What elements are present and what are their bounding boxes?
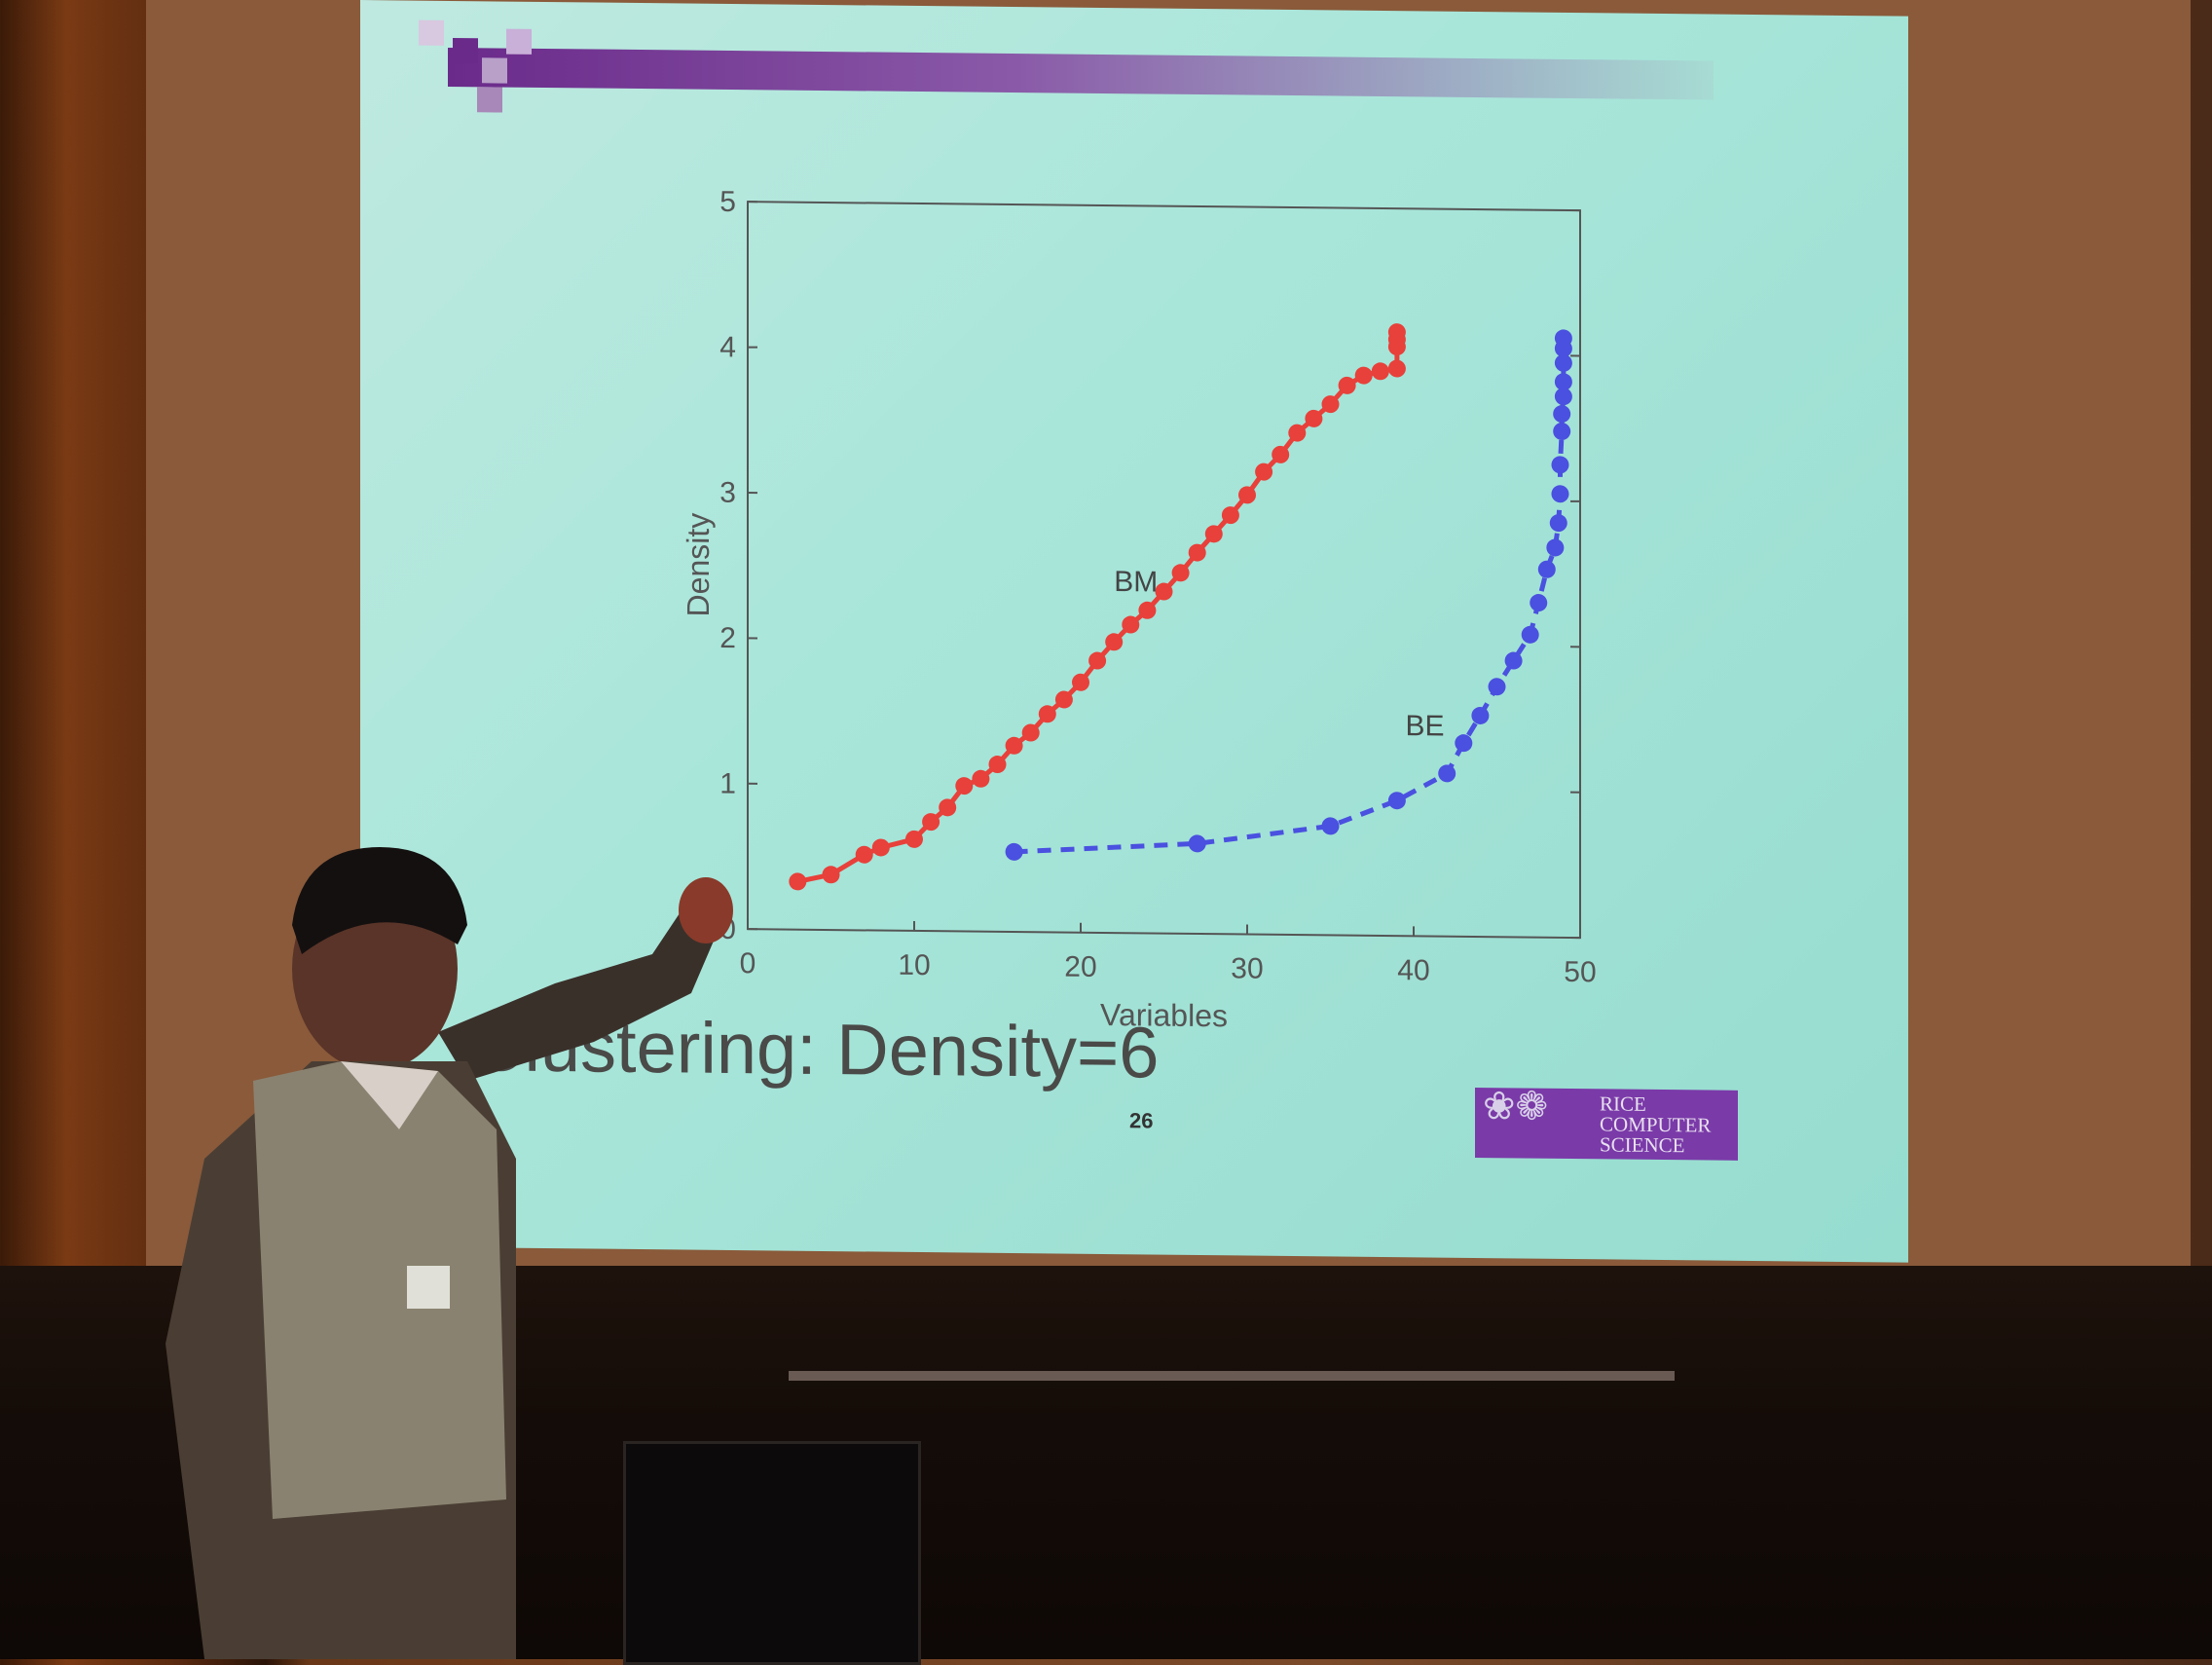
data-point-bm: [1388, 359, 1406, 377]
x-tick-label: 20: [1064, 951, 1096, 983]
data-point-be: [1388, 792, 1406, 809]
presenter: [146, 837, 750, 1659]
owl-logo-icon: ❀❁: [1483, 1095, 1548, 1117]
data-point-be: [1530, 594, 1547, 611]
presenter-vest: [253, 1061, 506, 1519]
y-tick-label: 5: [719, 186, 736, 218]
data-point-be: [1189, 834, 1206, 852]
y-tick-label: 4: [719, 331, 736, 363]
data-point-be: [1555, 373, 1572, 390]
x-tick-label: 50: [1564, 956, 1596, 988]
screen-rail: [789, 1371, 1675, 1381]
data-point-be: [1550, 514, 1567, 532]
name-badge: [407, 1266, 450, 1309]
x-tick-label: 10: [898, 949, 930, 981]
data-point-be: [1551, 485, 1568, 502]
series-line-bm: [797, 326, 1397, 888]
plot-frame: [748, 202, 1580, 938]
data-point-be: [1538, 561, 1556, 578]
data-point-bm: [1372, 362, 1389, 380]
data-point-be: [1553, 405, 1570, 423]
annotation-be: BE: [1405, 710, 1444, 742]
data-point-bm: [872, 838, 890, 856]
presenter-arm: [438, 896, 720, 1081]
logo-line: SCIENCE: [1600, 1134, 1711, 1156]
x-tick-label: 40: [1397, 954, 1429, 986]
y-axis-label: Density: [681, 513, 716, 617]
data-point-be: [1546, 538, 1564, 556]
data-point-be: [1322, 817, 1340, 834]
y-tick-label: 1: [719, 767, 736, 799]
data-point-be: [1553, 423, 1570, 440]
y-tick-label: 2: [719, 622, 736, 654]
page-number: 26: [1129, 1108, 1153, 1133]
data-point-bm: [789, 872, 806, 890]
data-point-be: [1551, 456, 1568, 473]
presenter-hand: [679, 877, 733, 944]
y-tick-label: 3: [719, 477, 736, 509]
series-line-be: [1014, 333, 1564, 858]
data-point-be: [1522, 626, 1539, 644]
x-tick-label: 30: [1231, 952, 1263, 984]
rice-cs-logo: ❀❁ RICE COMPUTER SCIENCE: [1475, 1088, 1738, 1161]
data-point-be: [1006, 843, 1023, 861]
annotation-bm: BM: [1114, 566, 1158, 598]
